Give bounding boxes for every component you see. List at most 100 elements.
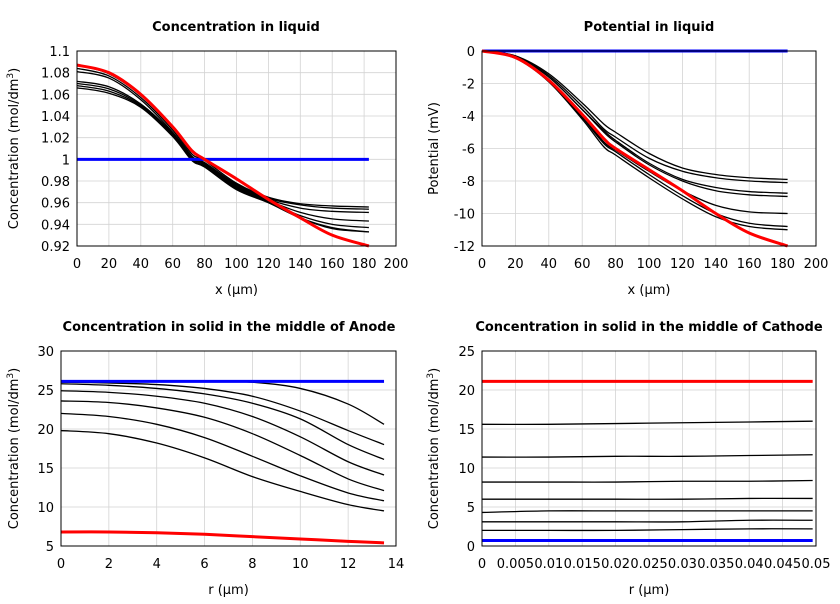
- x-tick-label: 160: [320, 257, 345, 272]
- y-tick-label: 1.04: [41, 110, 70, 125]
- series-line-7: [481, 528, 813, 532]
- x-tick-label: 0.04: [735, 557, 764, 572]
- x-tick-label: 0.025: [630, 557, 667, 572]
- series-line-4: [60, 390, 385, 476]
- series-line-1: [481, 50, 788, 181]
- y-axis-label-text: Concentration (mol/dm: [7, 79, 22, 230]
- series-line-5: [481, 50, 788, 215]
- x-tick-label: 0: [478, 557, 486, 572]
- y-tick-label: -12: [454, 240, 475, 255]
- y-tick-label: 15: [37, 462, 54, 477]
- subplot-2: 0 20 40 60 80 100 120 140 160 180 200 -12 -10 -8 -6 -4 -…: [427, 20, 828, 298]
- x-tick-label: 120: [256, 257, 281, 272]
- x-tick-label: 0.02: [601, 557, 630, 572]
- y-axis-label: Potential (mV): [427, 102, 442, 195]
- y-axis-label: Concentration (mol/dm3): [6, 368, 22, 530]
- y-tick-label: -10: [454, 208, 475, 223]
- y-axis-label-text: Concentration (mol/dm: [7, 379, 22, 530]
- subplot-4: 0 0.005 0.01 0.015 0.02 0.025 0.03 0.035 0.04 0.0…: [426, 320, 830, 598]
- x-tick-label: 60: [164, 257, 181, 272]
- y-axis-label-end: ): [7, 368, 22, 373]
- series-line-5: [60, 400, 385, 492]
- series-line-7: [60, 429, 385, 512]
- x-tick-label: 8: [248, 557, 256, 572]
- x-tick-label: 200: [384, 257, 409, 272]
- plot-frame: [60, 350, 397, 547]
- series-line-3: [481, 479, 813, 483]
- plot-frame: [481, 350, 817, 547]
- y-tick-label: 25: [37, 384, 54, 399]
- x-tick-label: 0.05: [802, 557, 831, 572]
- y-axis-label-superscript: 3: [6, 373, 16, 379]
- y-tick-label: 10: [37, 501, 54, 516]
- series-line-6: [481, 50, 788, 228]
- series-line-6: [482, 519, 813, 523]
- y-tick-label: 1.08: [41, 67, 70, 82]
- y-tick-label: 5: [467, 501, 475, 516]
- y-tick-label: 0: [467, 540, 475, 555]
- x-tick-label: 140: [288, 257, 313, 272]
- y-tick-label: -4: [462, 110, 475, 125]
- x-tick-label: 0.03: [668, 557, 697, 572]
- y-axis-label-text: Concentration (mol/dm: [427, 379, 442, 530]
- series-line-9: [481, 49, 789, 248]
- y-tick-label: 15: [458, 423, 475, 438]
- chart-title: Concentration in liquid: [152, 20, 320, 35]
- y-tick-label: -2: [462, 78, 475, 93]
- y-tick-label: 0: [467, 45, 475, 60]
- y-axis-label-text: Potential (mV): [427, 102, 442, 195]
- series-line-6: [60, 412, 385, 502]
- x-tick-label: 0.01: [534, 557, 563, 572]
- x-tick-label: 0.045: [764, 557, 801, 572]
- y-tick-label: 1.02: [41, 132, 70, 147]
- y-tick-label: 1.06: [41, 88, 70, 103]
- x-tick-label: 60: [574, 257, 591, 272]
- series-line-1: [76, 64, 369, 208]
- y-axis-label-superscript: 3: [6, 73, 16, 79]
- series-line-3: [60, 383, 385, 461]
- plot-frame: [76, 50, 397, 247]
- series-line-4: [481, 50, 788, 198]
- x-axis-label: x (µm): [215, 283, 258, 298]
- y-tick-label: 20: [37, 423, 54, 438]
- y-axis-label-superscript: 3: [426, 373, 436, 379]
- series-line-5: [76, 82, 369, 229]
- x-tick-label: 4: [153, 557, 161, 572]
- x-tick-label: 40: [541, 257, 558, 272]
- x-tick-label: 20: [101, 257, 118, 272]
- x-tick-label: 0: [73, 257, 81, 272]
- series-line-5: [481, 510, 813, 514]
- x-tick-label: 120: [670, 257, 695, 272]
- y-tick-label: 1: [62, 153, 70, 168]
- x-tick-label: 0: [57, 557, 65, 572]
- x-tick-label: 2: [105, 557, 113, 572]
- y-tick-label: 20: [458, 384, 475, 399]
- x-tick-label: 80: [607, 257, 624, 272]
- series-line-2: [481, 50, 788, 184]
- x-tick-label: 160: [737, 257, 762, 272]
- x-tick-label: 14: [388, 557, 405, 572]
- y-tick-label: 0.98: [41, 175, 70, 190]
- y-tick-label: 10: [458, 462, 475, 477]
- series-line-2: [76, 67, 369, 210]
- chart-title: Potential in liquid: [584, 20, 715, 35]
- x-tick-label: 0: [478, 257, 486, 272]
- y-tick-label: 0.92: [41, 240, 70, 255]
- x-axis-label: r (µm): [629, 583, 670, 598]
- x-tick-label: 100: [637, 257, 662, 272]
- x-tick-label: 100: [224, 257, 249, 272]
- plot-frame: [481, 50, 817, 247]
- series-line-4: [481, 497, 813, 500]
- series-line-4: [76, 80, 369, 222]
- y-axis-label-end: ): [427, 368, 442, 373]
- x-tick-label: 0.015: [564, 557, 601, 572]
- series-line-1: [481, 420, 813, 426]
- subplot-1: 0 20 40 60 80 100 120 140 160 180 200 0.92 0.94 0.96 0…: [6, 20, 408, 298]
- x-tick-label: 6: [200, 557, 208, 572]
- x-tick-label: 0.035: [697, 557, 734, 572]
- subplot-3: 0 2 4 6 8 10 12 14 5 10 15 20 25 30 Concentration in s…: [6, 320, 404, 598]
- y-tick-label: -8: [462, 175, 475, 190]
- x-tick-label: 10: [292, 557, 309, 572]
- series-line-9: [60, 530, 385, 545]
